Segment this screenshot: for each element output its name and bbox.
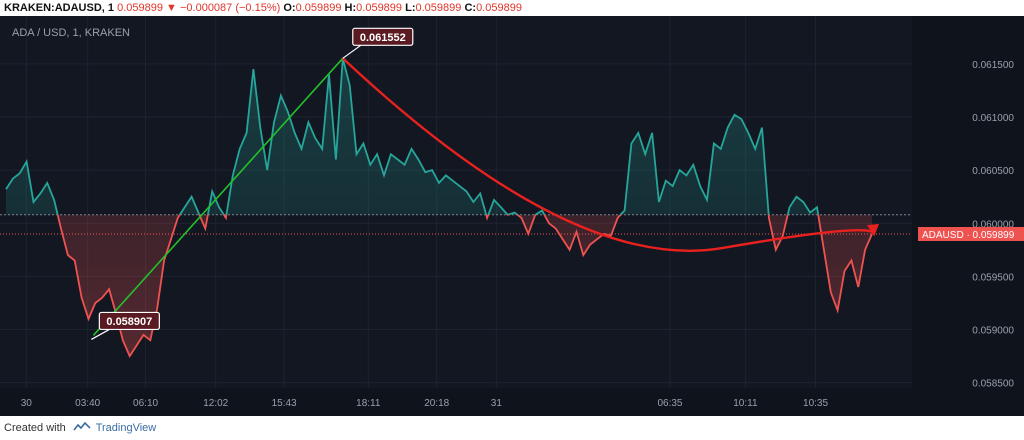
time-tick-label: 18:11: [356, 398, 381, 409]
time-tick-label: 30: [21, 398, 33, 409]
symbol-name: KRAKEN:ADAUSD, 1: [4, 2, 115, 14]
high-callout-label: 0.061552: [360, 32, 406, 44]
price-change: −0.000087 (−0.15%): [179, 2, 281, 14]
time-axis[interactable]: 30 03:40 06:10 12:02 15:43 18:11 20:18 31 06:35 1…: [21, 398, 829, 409]
change-down-arrow-icon: ▼: [166, 2, 177, 14]
last-price: 0.059899: [117, 2, 163, 14]
price-line: [5, 58, 873, 358]
high-label: H:: [344, 2, 357, 14]
low-callout-pointer: [91, 328, 110, 340]
time-tick-label: 03:40: [75, 398, 100, 409]
close-value: 0.059899: [476, 2, 522, 14]
time-tick-label: 10:35: [803, 398, 828, 409]
time-tick-label: 12:02: [203, 398, 228, 409]
time-tick-label: 06:10: [133, 398, 158, 409]
last-price-tag: ADAUSD · 0.059899: [918, 226, 1024, 241]
open-value: 0.059899: [295, 2, 342, 14]
price-tick-label: 0.058500: [972, 379, 1014, 390]
price-tick-label: 0.059000: [972, 326, 1014, 337]
price-tick-label: 0.059500: [972, 272, 1014, 283]
time-tick-label: 20:18: [424, 398, 449, 409]
price-line-below: [56, 214, 873, 358]
tradingview-logo-icon: [73, 422, 91, 431]
time-scale-background: [0, 388, 1024, 416]
low-callout-box: [98, 311, 160, 331]
footer-brand[interactable]: TradingView: [95, 422, 157, 434]
price-scale-background: [912, 16, 1024, 416]
time-tick-label: 10:11: [733, 398, 758, 409]
close-label: C:: [464, 2, 477, 14]
open-label: O:: [283, 2, 296, 14]
last-price-tag-box: [918, 226, 1024, 241]
price-tick-label: 0.061000: [972, 113, 1014, 124]
price-tick-label: 0.060000: [972, 219, 1014, 230]
high-value: 0.059899: [356, 2, 403, 14]
area-fill: [6, 58, 872, 357]
price-tick-label: 0.060500: [972, 166, 1014, 177]
price-line-above: [5, 58, 820, 215]
footer-prefix: Created with: [4, 422, 66, 434]
price-axis[interactable]: 0.061500 0.061000 0.060500 0.060000 0.059500…: [972, 60, 1014, 390]
price-tick-label: 0.061500: [972, 60, 1014, 71]
symbol-info-bar: KRAKEN:ADAUSD, 1 0.059899 ▼ −0.000087 (−…: [0, 0, 1024, 16]
green-trend-arrow: [92, 57, 344, 336]
low-callout-label: 0.058907: [106, 316, 152, 328]
time-tick-label: 31: [491, 398, 503, 409]
last-price-tag-label: ADAUSD · 0.059899: [922, 230, 1015, 241]
red-trend-arrow: [341, 57, 879, 252]
chart-title: ADA / USD, 1, KRAKEN: [12, 27, 130, 39]
time-tick-label: 15:43: [272, 398, 297, 409]
low-value: 0.059899: [415, 2, 462, 14]
price-chart[interactable]: ADA / USD, 1, KRAKEN 0.058907 0.061552 0…: [0, 16, 1024, 416]
area-fill-below: [6, 214, 872, 357]
area-fill-above: [6, 58, 819, 215]
high-callout: 0.061552: [342, 27, 414, 59]
low-callout: 0.058907: [91, 311, 160, 340]
low-label: L:: [405, 2, 416, 14]
high-callout-box: [352, 27, 414, 46]
time-tick-label: 06:35: [657, 398, 682, 409]
footer: Created with TradingView: [0, 416, 1024, 440]
high-callout-pointer: [342, 44, 362, 59]
